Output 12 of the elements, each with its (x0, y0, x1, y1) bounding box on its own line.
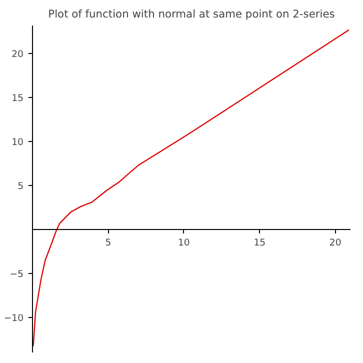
y-tick-label: 10 (12, 137, 24, 148)
y-tick-label: −5 (10, 268, 24, 280)
x-tick-label: 20 (329, 237, 342, 248)
y-tick-label: 5 (18, 180, 24, 192)
y-tick-label: 15 (12, 93, 24, 104)
y-tick-label: −10 (4, 312, 24, 324)
chart-title: Plot of function with normal at same point on 2-series (48, 8, 336, 20)
x-tick-label: 5 (105, 237, 112, 248)
x-tick-label: 10 (178, 237, 190, 248)
y-tick-label: 20 (12, 49, 24, 60)
line-series (32, 29, 350, 347)
x-tick-label: 15 (254, 237, 266, 248)
